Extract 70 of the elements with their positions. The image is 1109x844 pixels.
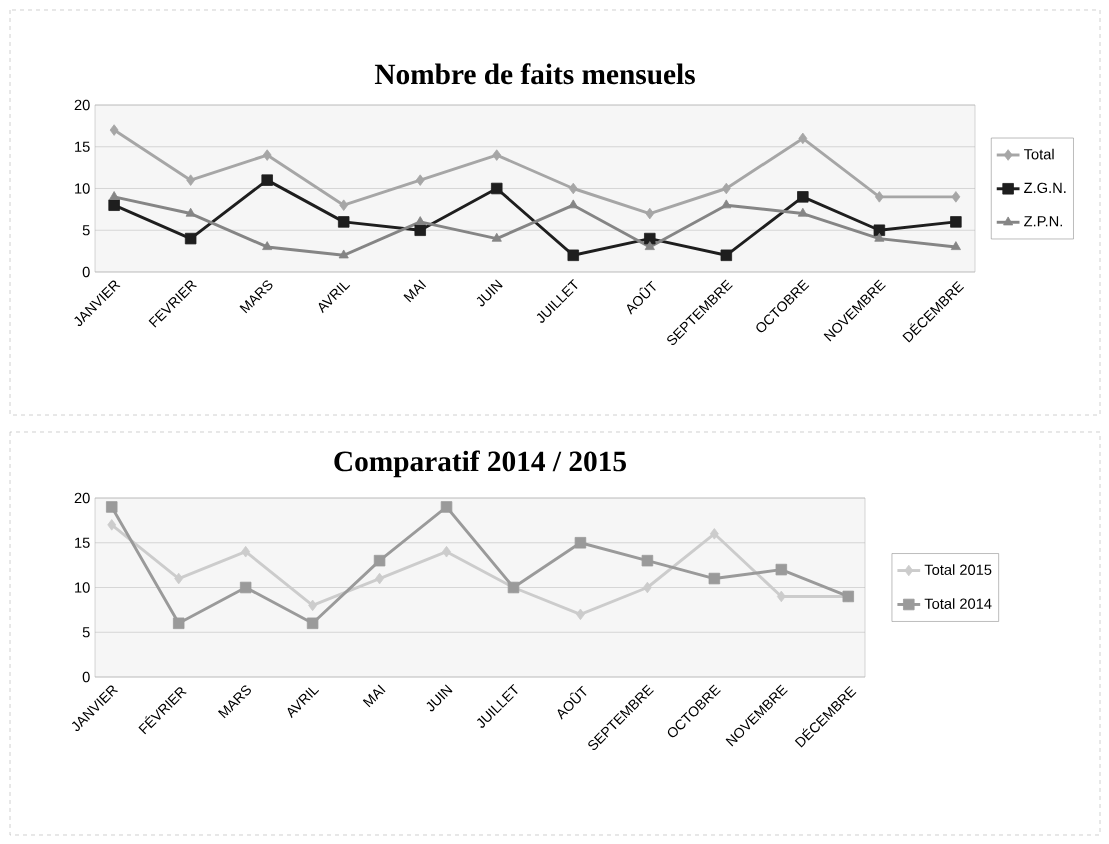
- point: [241, 545, 251, 558]
- point: [641, 554, 654, 567]
- legend-label: Total: [1023, 148, 1054, 160]
- point: [873, 224, 886, 236]
- point: [414, 224, 426, 236]
- point: [262, 241, 273, 251]
- legend-label: Total 2014: [924, 598, 992, 609]
- point: [645, 207, 655, 220]
- y-tick-label: 20: [74, 492, 90, 504]
- point: [107, 519, 117, 531]
- point: [874, 191, 884, 203]
- y-tick-label: 10: [75, 582, 90, 593]
- point: [644, 241, 655, 251]
- y-tick-label: 0: [82, 266, 90, 278]
- point: [337, 216, 350, 228]
- point: [797, 207, 808, 217]
- point: [106, 501, 118, 513]
- y-tick-label: 15: [75, 141, 90, 152]
- point: [339, 199, 349, 211]
- y-tick-label: 15: [75, 537, 90, 548]
- point: [492, 149, 502, 161]
- x-tick-label: MAI: [403, 279, 427, 303]
- point: [491, 182, 503, 195]
- point: [491, 232, 502, 242]
- point: [306, 617, 319, 630]
- legend-label: Total 2015: [924, 564, 992, 575]
- point: [415, 216, 426, 225]
- point: [415, 174, 425, 186]
- point: [721, 182, 731, 195]
- point: [184, 232, 197, 245]
- point: [567, 249, 580, 262]
- point: [172, 617, 185, 630]
- point: [644, 232, 656, 245]
- point: [109, 191, 120, 200]
- point: [174, 572, 184, 585]
- point: [308, 599, 318, 612]
- y-tick-label: 5: [82, 225, 90, 236]
- point: [568, 182, 578, 195]
- chart-title: Comparatif 2014 / 2015: [334, 450, 626, 478]
- point: [709, 528, 719, 540]
- point: [874, 232, 885, 242]
- point: [951, 191, 961, 203]
- point: [261, 174, 273, 186]
- point: [239, 581, 252, 594]
- point: [775, 563, 788, 576]
- point: [186, 174, 196, 186]
- point: [185, 207, 196, 217]
- point: [338, 249, 349, 259]
- y-tick-label: 0: [82, 671, 90, 683]
- point: [797, 191, 809, 203]
- point: [440, 501, 453, 513]
- point: [574, 537, 587, 549]
- y-tick-label: 5: [82, 627, 90, 638]
- point: [798, 132, 808, 145]
- point: [262, 149, 272, 161]
- point: [109, 124, 119, 136]
- point: [950, 216, 962, 228]
- legend-label: Z.G.N.: [1024, 182, 1066, 194]
- point: [108, 199, 120, 211]
- point: [950, 241, 961, 251]
- point: [720, 249, 733, 262]
- legend-label: Z.P.N.: [1024, 216, 1062, 227]
- point: [373, 554, 386, 567]
- y-tick-label: 20: [74, 99, 90, 111]
- x-tick-label: MAI: [362, 684, 386, 708]
- point: [708, 572, 721, 585]
- point: [721, 199, 732, 209]
- y-tick-label: 10: [75, 183, 90, 194]
- point: [776, 590, 786, 603]
- chart-title: Nombre de faits mensuels: [374, 63, 695, 85]
